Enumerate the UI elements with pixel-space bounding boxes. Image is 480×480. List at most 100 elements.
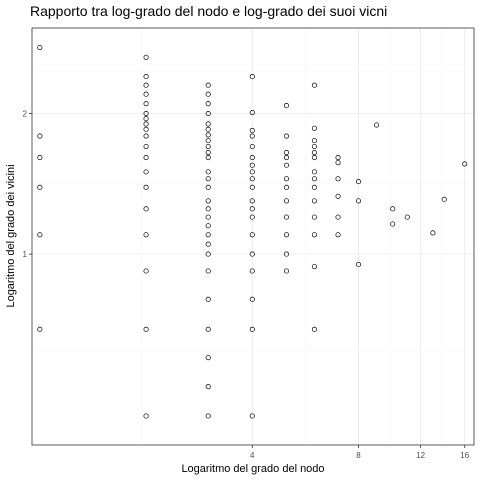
data-point: [205, 91, 211, 97]
data-point: [205, 206, 211, 212]
data-point: [205, 355, 211, 361]
data-point: [205, 198, 211, 204]
data-point: [205, 126, 211, 132]
data-point: [283, 198, 290, 204]
data-point: [373, 122, 380, 128]
data-point: [205, 223, 211, 229]
data-point: [205, 384, 211, 390]
data-point: [249, 162, 255, 168]
data-point: [311, 150, 317, 156]
data-point: [143, 54, 149, 60]
data-point: [205, 214, 211, 220]
data-point: [249, 232, 255, 238]
y-tick-label: 1: [23, 250, 28, 259]
data-point: [143, 91, 149, 97]
data-point: [205, 232, 211, 238]
data-point: [205, 413, 211, 419]
data-point: [249, 143, 255, 150]
data-point: [283, 133, 290, 139]
data-point: [249, 251, 255, 257]
data-point: [37, 154, 43, 161]
data-point: [143, 116, 149, 122]
data-point: [205, 132, 211, 138]
data-point: [143, 82, 149, 88]
data-point: [249, 214, 255, 220]
data-point: [335, 193, 341, 199]
chart-title: Rapporto tra log-grado del nodo e log-gr…: [30, 3, 387, 19]
data-point: [283, 268, 290, 274]
data-point: [249, 176, 255, 182]
data-point: [143, 143, 149, 150]
data-point: [205, 150, 211, 156]
data-point: [205, 121, 211, 127]
data-point: [335, 232, 341, 238]
data-point: [37, 326, 43, 332]
data-point: [311, 184, 317, 190]
y-tick-label: 2: [23, 110, 28, 119]
data-points: [37, 44, 468, 419]
data-point: [205, 326, 211, 332]
data-point: [143, 133, 149, 139]
data-point: [335, 214, 341, 220]
data-point: [205, 143, 211, 150]
data-point: [205, 268, 211, 274]
data-point: [335, 154, 341, 161]
data-point: [143, 111, 149, 117]
data-point: [311, 198, 317, 204]
data-point: [441, 196, 447, 202]
data-point: [355, 261, 362, 268]
data-point: [283, 162, 290, 168]
data-point: [205, 111, 211, 117]
data-point: [249, 169, 255, 175]
data-point: [335, 160, 341, 166]
data-point: [283, 150, 290, 156]
data-point: [283, 251, 290, 257]
data-point: [311, 214, 317, 220]
data-point: [283, 184, 290, 190]
data-point: [311, 326, 317, 332]
data-point: [143, 268, 149, 274]
data-point: [205, 251, 211, 257]
data-point: [37, 232, 43, 238]
data-point: [355, 179, 362, 185]
x-tick-label: 4: [250, 451, 255, 460]
data-point: [249, 326, 255, 332]
data-point: [249, 296, 255, 302]
data-point: [143, 326, 149, 332]
data-point: [311, 232, 317, 238]
data-point: [205, 296, 211, 302]
data-point: [205, 176, 211, 182]
data-point: [37, 184, 43, 190]
data-point: [143, 184, 149, 190]
x-tick-label: 12: [416, 451, 425, 460]
data-point: [249, 206, 255, 212]
data-point: [283, 176, 290, 182]
data-point: [249, 413, 255, 419]
data-point: [311, 264, 317, 270]
data-point: [335, 176, 341, 182]
plot-panel: [31, 27, 475, 446]
data-point: [311, 169, 317, 175]
data-point: [205, 241, 211, 247]
data-point: [143, 74, 149, 80]
data-point: [311, 143, 317, 150]
data-point: [249, 184, 255, 190]
data-point: [37, 44, 43, 51]
data-point: [249, 133, 255, 139]
data-point: [249, 154, 255, 161]
data-point: [143, 101, 149, 107]
data-point: [462, 161, 468, 167]
data-point: [249, 127, 255, 134]
data-point: [404, 214, 410, 220]
data-point: [205, 184, 211, 190]
data-point: [355, 198, 362, 204]
data-point: [205, 154, 211, 161]
data-point: [430, 230, 436, 236]
data-point: [311, 125, 317, 131]
data-point: [390, 221, 396, 227]
x-tick-label: 16: [460, 451, 469, 460]
x-axis-title: Logaritmo del grado del nodo: [181, 463, 324, 475]
grid-lines: [32, 28, 474, 445]
